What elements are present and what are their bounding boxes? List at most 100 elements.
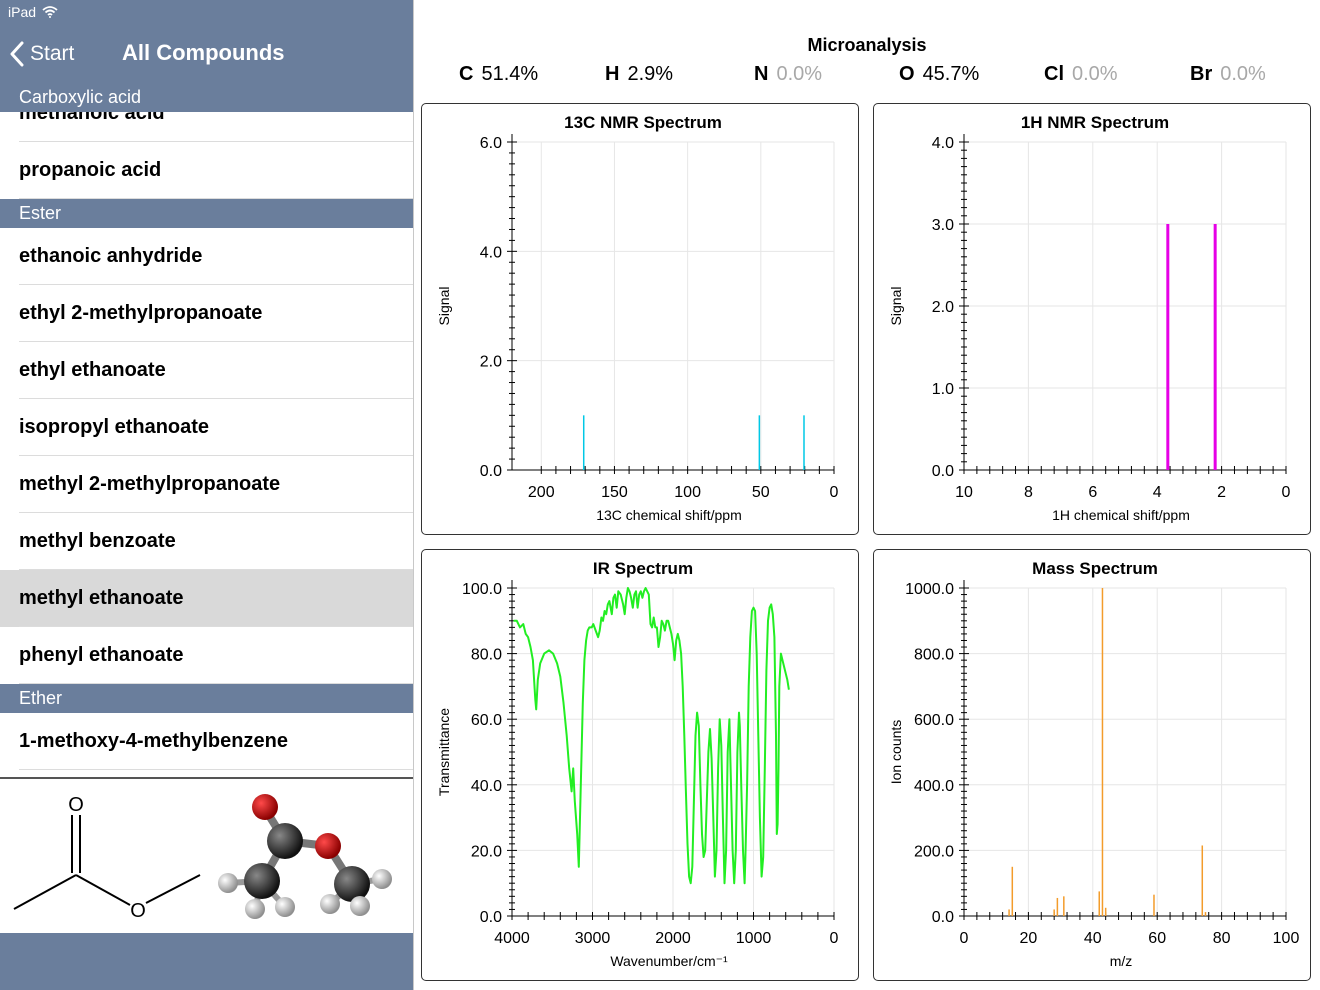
x-tick-label: 0 bbox=[830, 930, 839, 947]
y-tick-label: 0.0 bbox=[932, 909, 954, 926]
x-axis-label: 1H chemical shift/ppm bbox=[1052, 507, 1190, 523]
c13-chart: 13C NMR Spectrum 0.0 2.0 4.0 6.0 200 150 100 50 0… bbox=[436, 113, 839, 523]
spectra-view: Microanalysis C 51.4% H 2.9% N 0.0% O 45.7% Cl 0.… bbox=[414, 0, 1320, 990]
atom-label-carbonyl-o: O bbox=[68, 794, 84, 816]
y-axis-label: Transmittance bbox=[436, 708, 452, 796]
mass-spectrum-panel: Mass Spectrum 0.0 200.0 400.0 600.0 800.0 1000… bbox=[873, 549, 1311, 981]
compound-row[interactable]: propanoic acid bbox=[0, 142, 413, 199]
back-button[interactable]: Start bbox=[10, 38, 74, 70]
compound-row[interactable]: ethanoic anhydride bbox=[0, 228, 413, 285]
compound-row[interactable]: phenyl ethanoate bbox=[0, 627, 413, 684]
back-button-label: Start bbox=[30, 42, 75, 65]
chart-title: IR Spectrum bbox=[593, 559, 693, 578]
compound-row[interactable]: ethyl 2-methylpropanoate bbox=[0, 285, 413, 342]
x-tick-label: 6 bbox=[1088, 484, 1097, 501]
spectrum-line bbox=[513, 587, 790, 885]
x-tick-label: 100 bbox=[674, 484, 701, 501]
x-tick-label: 1000 bbox=[736, 930, 772, 947]
structure-panel: O O bbox=[0, 777, 413, 935]
x-tick-label: 60 bbox=[1148, 930, 1166, 947]
y-axis-label: Signal bbox=[888, 287, 904, 326]
y-tick-label: 0.0 bbox=[932, 463, 954, 480]
compound-row[interactable]: methyl benzoate bbox=[0, 513, 413, 570]
y-tick-label: 600.0 bbox=[914, 712, 954, 729]
ms-chart: Mass Spectrum0.0200.0400.0600.0800.01000… bbox=[888, 559, 1300, 969]
section-header: Carboxylic acid bbox=[0, 83, 413, 112]
microanalysis-title: Microanalysis bbox=[807, 35, 927, 55]
skeletal-structure: O O bbox=[13, 794, 201, 922]
x-tick-label: 40 bbox=[1084, 930, 1102, 947]
y-tick-label: 1.0 bbox=[932, 381, 954, 398]
microanalysis-item: O 45.7% bbox=[899, 63, 979, 86]
compound-row[interactable]: 1-methoxy-4-methylbenzene bbox=[0, 713, 413, 770]
element-symbol: O bbox=[899, 63, 915, 85]
x-tick-label: 100 bbox=[1273, 930, 1300, 947]
wifi-icon bbox=[42, 6, 58, 18]
section-header: Ether bbox=[0, 684, 413, 713]
y-tick-label: 2.0 bbox=[932, 299, 954, 316]
y-tick-label: 800.0 bbox=[914, 647, 954, 664]
microanalysis-item: H 2.9% bbox=[605, 63, 673, 86]
y-tick-label: 0.0 bbox=[480, 463, 502, 480]
x-tick-label: 50 bbox=[752, 484, 770, 501]
compound-row[interactable]: methyl ethanoate bbox=[0, 570, 413, 627]
ball-and-stick-model bbox=[218, 794, 392, 919]
x-axis-label: m/z bbox=[1110, 953, 1133, 969]
compound-row[interactable]: methyl 2-methylpropanoate bbox=[0, 456, 413, 513]
x-tick-label: 200 bbox=[528, 484, 555, 501]
microanalysis-item: Cl 0.0% bbox=[1044, 63, 1118, 86]
y-tick-label: 0.0 bbox=[480, 909, 502, 926]
y-tick-label: 3.0 bbox=[932, 217, 954, 234]
y-axis-label: Ion counts bbox=[888, 720, 904, 785]
x-tick-label: 80 bbox=[1213, 930, 1231, 947]
y-tick-label: 4.0 bbox=[932, 135, 954, 152]
nav-title: All Compounds bbox=[122, 40, 285, 65]
x-tick-label: 2000 bbox=[655, 930, 691, 947]
y-tick-label: 20.0 bbox=[471, 843, 502, 860]
x-axis-label: 13C chemical shift/ppm bbox=[596, 507, 742, 523]
x-tick-label: 0 bbox=[830, 484, 839, 501]
x-tick-label: 4 bbox=[1153, 484, 1162, 501]
x-tick-label: 2 bbox=[1217, 484, 1226, 501]
element-symbol: N bbox=[754, 63, 769, 85]
y-tick-label: 100.0 bbox=[462, 581, 502, 598]
element-percentage: 0.0% bbox=[776, 63, 823, 85]
x-axis-label: Wavenumber/cm⁻¹ bbox=[610, 953, 728, 969]
chart-title: 13C NMR Spectrum bbox=[564, 113, 722, 132]
compound-list[interactable]: Carboxylic acid methanoic acid propanoic a… bbox=[0, 83, 413, 777]
status-bar: iPad bbox=[8, 4, 58, 20]
element-symbol: Br bbox=[1190, 63, 1213, 85]
element-symbol: Cl bbox=[1044, 63, 1064, 85]
x-tick-label: 0 bbox=[960, 930, 969, 947]
element-symbol: C bbox=[459, 63, 474, 85]
compound-row[interactable]: ethyl ethanoate bbox=[0, 342, 413, 399]
element-symbol: H bbox=[605, 63, 620, 85]
device-label: iPad bbox=[8, 4, 37, 20]
y-tick-label: 6.0 bbox=[480, 135, 502, 152]
h1-chart: 1H NMR Spectrum 0.0 1.0 2.0 3.0 4.0 10 8 6 4 2 0 1H … bbox=[888, 113, 1291, 523]
y-tick-label: 400.0 bbox=[914, 778, 954, 795]
x-tick-label: 4000 bbox=[494, 930, 530, 947]
element-percentage: 0.0% bbox=[1220, 63, 1266, 85]
microanalysis-item: Br 0.0% bbox=[1190, 63, 1266, 86]
x-tick-label: 0 bbox=[1282, 484, 1291, 501]
section-header: Ester bbox=[0, 199, 413, 228]
y-tick-label: 200.0 bbox=[914, 843, 954, 860]
bottom-toolbar bbox=[0, 933, 413, 990]
y-tick-label: 40.0 bbox=[471, 778, 502, 795]
x-tick-label: 8 bbox=[1024, 484, 1033, 501]
chevron-left-icon bbox=[10, 41, 24, 67]
y-tick-label: 80.0 bbox=[471, 647, 502, 664]
x-tick-label: 3000 bbox=[575, 930, 611, 947]
y-tick-label: 1000.0 bbox=[905, 581, 954, 598]
microanalysis-item: C 51.4% bbox=[459, 63, 538, 86]
x-tick-label: 20 bbox=[1020, 930, 1038, 947]
compound-row[interactable]: isopropyl ethanoate bbox=[0, 399, 413, 456]
chart-title: Mass Spectrum bbox=[1032, 559, 1158, 578]
x-tick-label: 10 bbox=[955, 484, 973, 501]
x-tick-label: 150 bbox=[601, 484, 628, 501]
y-tick-label: 4.0 bbox=[480, 244, 502, 261]
compound-sidebar: iPad Start All Compounds Carboxylic acid… bbox=[0, 0, 414, 990]
element-percentage: 51.4% bbox=[481, 63, 539, 85]
chart-title: 1H NMR Spectrum bbox=[1021, 113, 1169, 132]
